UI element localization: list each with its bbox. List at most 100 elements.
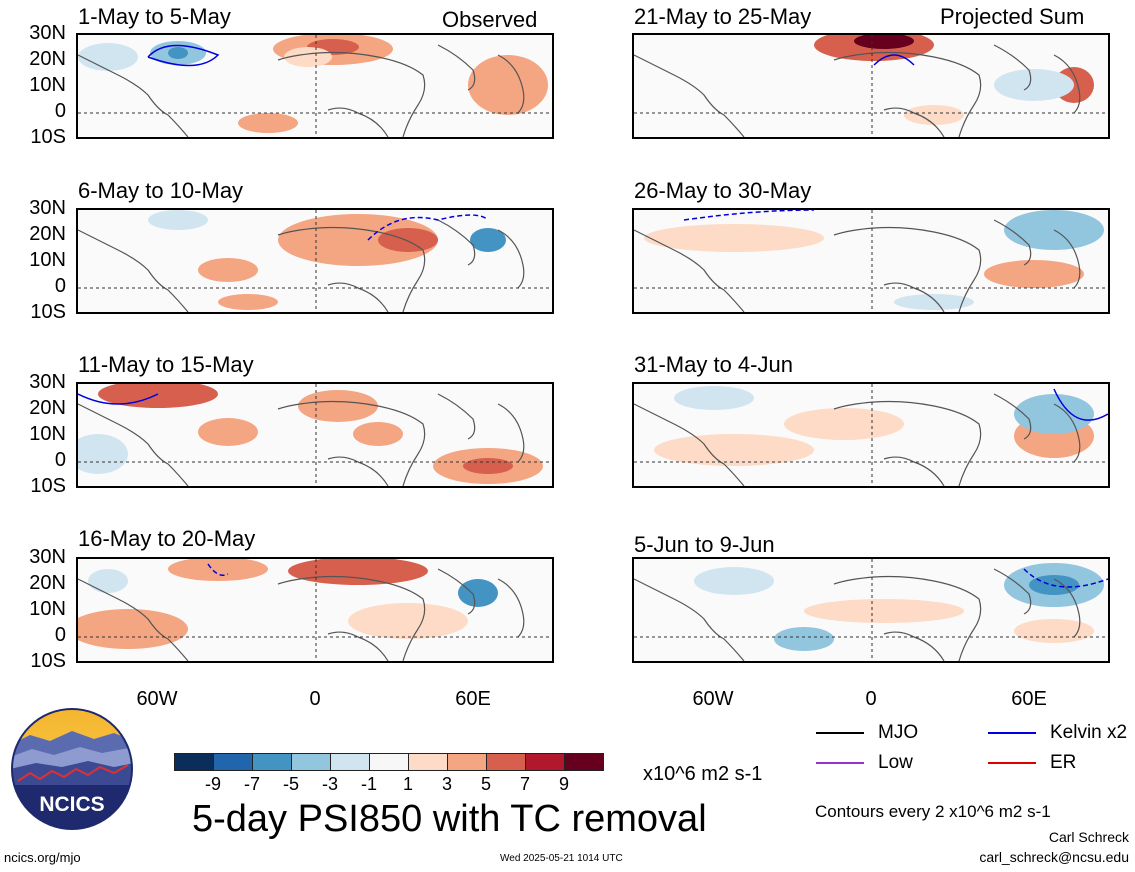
contour-note: Contours every 2 x10^6 m2 s-1 — [815, 802, 1051, 821]
lat-label: 20N — [29, 223, 66, 245]
field-anomaly — [168, 559, 268, 581]
lat-label: 10S — [30, 301, 66, 323]
field-anomaly — [470, 228, 506, 252]
field-anomaly — [78, 434, 128, 474]
legend-kelvin-line — [988, 732, 1036, 734]
field-anomaly — [288, 559, 428, 585]
colorbar-swatch — [252, 753, 292, 771]
field-anomaly — [644, 224, 824, 252]
colorbar-tick: -1 — [360, 774, 377, 794]
coastline — [634, 568, 1081, 661]
legend-mjo-label: MJO — [878, 722, 919, 743]
panel-title-7: 31-May to 4-Jun — [634, 352, 793, 377]
panel-tag-observed: Observed — [442, 7, 538, 32]
field-anomaly — [784, 408, 904, 440]
legend-er-line — [988, 762, 1036, 764]
lat-label: 10N — [29, 423, 66, 445]
coastline — [78, 44, 525, 137]
map-panel-4 — [76, 557, 554, 663]
field-anomaly — [78, 43, 138, 71]
panel-title-1: 1-May to 5-May — [78, 4, 231, 29]
map-panel-7 — [632, 382, 1110, 488]
legend-kelvin: Kelvin x2 — [988, 722, 1127, 744]
coastline — [78, 568, 525, 661]
lat-label: 20N — [29, 397, 66, 419]
author: Carl Schreck — [1048, 829, 1129, 845]
colorbar-tick: -7 — [243, 774, 260, 794]
lat-label: 30N — [29, 546, 66, 568]
colorbar-swatch — [291, 753, 331, 771]
colorbar-swatch — [330, 753, 370, 771]
lat-label: 10N — [29, 74, 66, 96]
kelvin-contour — [207, 563, 229, 576]
panel-title-3: 11-May to 15-May — [78, 352, 254, 377]
colorbar-unit: x10^6 m2 s-1 — [643, 763, 763, 785]
field-anomaly — [168, 47, 188, 59]
legend-mjo: MJO — [816, 722, 918, 744]
colorbar-tick: -3 — [321, 774, 338, 794]
legend-kelvin-label: Kelvin x2 — [1050, 722, 1128, 743]
field-anomaly — [774, 627, 834, 651]
lat-label: 10S — [30, 475, 66, 497]
panel-title-2: 6-May to 10-May — [78, 178, 244, 203]
colorbar-tick: 3 — [441, 774, 452, 794]
colorbar-tick: 9 — [558, 774, 569, 794]
figure-title: 5-day PSI850 with TC removal — [192, 798, 707, 840]
panel-title-4: 16-May to 20-May — [78, 526, 256, 551]
field-anomaly — [674, 386, 754, 410]
lat-label: 10S — [30, 126, 66, 148]
coastline — [78, 219, 525, 312]
colorbar-tick: 7 — [519, 774, 530, 794]
field-anomaly — [894, 294, 974, 310]
site-link[interactable]: ncics.org/mjo — [4, 850, 81, 865]
lon-label-60w-right: 60W — [692, 688, 734, 710]
legend-mjo-line — [816, 732, 864, 734]
lon-label-60e-left: 60E — [455, 688, 491, 710]
kelvin-contour — [147, 44, 220, 67]
field-anomaly — [238, 113, 298, 133]
field-anomaly — [804, 599, 964, 623]
field-anomaly — [904, 105, 964, 125]
field-anomaly — [218, 294, 278, 310]
colorbar — [174, 753, 604, 771]
lat-label: 0 — [54, 624, 66, 646]
legend-er-label: ER — [1050, 752, 1077, 773]
coastline — [634, 393, 1081, 486]
kelvin-contour — [78, 393, 159, 405]
field-anomaly — [198, 258, 258, 282]
lat-label: 0 — [54, 275, 66, 297]
field-anomaly — [78, 609, 188, 649]
map-panel-6 — [632, 208, 1110, 314]
colorbar-swatch — [525, 753, 565, 771]
lon-label-0-left: 0 — [309, 688, 321, 710]
lat-label: 10S — [30, 650, 66, 672]
field-anomaly — [854, 35, 914, 49]
colorbar-swatch — [369, 753, 409, 771]
ncics-logo: NCICS — [10, 707, 134, 831]
lat-label: 10N — [29, 598, 66, 620]
panel-tag-projected: Projected Sum — [940, 4, 1085, 29]
colorbar-tick: 1 — [402, 774, 413, 794]
map-panel-3 — [76, 382, 554, 488]
legend-low-label: Low — [878, 752, 913, 773]
field-anomaly — [694, 567, 774, 595]
map-panel-2 — [76, 208, 554, 314]
colorbar-swatch — [564, 753, 604, 771]
field-anomaly — [148, 210, 208, 230]
map-panel-1 — [76, 33, 554, 139]
field-anomaly — [1014, 619, 1094, 643]
lon-label-60e-right: 60E — [1011, 688, 1047, 710]
colorbar-swatch — [213, 753, 253, 771]
lon-label-0-right: 0 — [865, 688, 877, 710]
field-anomaly — [994, 69, 1074, 101]
lat-label: 30N — [29, 22, 66, 44]
field-anomaly — [88, 569, 128, 593]
legend-low-line — [816, 762, 864, 764]
colorbar-swatch — [408, 753, 448, 771]
field-anomaly — [463, 458, 513, 474]
legend-low: Low — [816, 752, 913, 774]
colorbar-tick: -9 — [204, 774, 221, 794]
coastline — [634, 44, 1081, 137]
lat-label: 30N — [29, 197, 66, 219]
colorbar-swatch — [486, 753, 526, 771]
